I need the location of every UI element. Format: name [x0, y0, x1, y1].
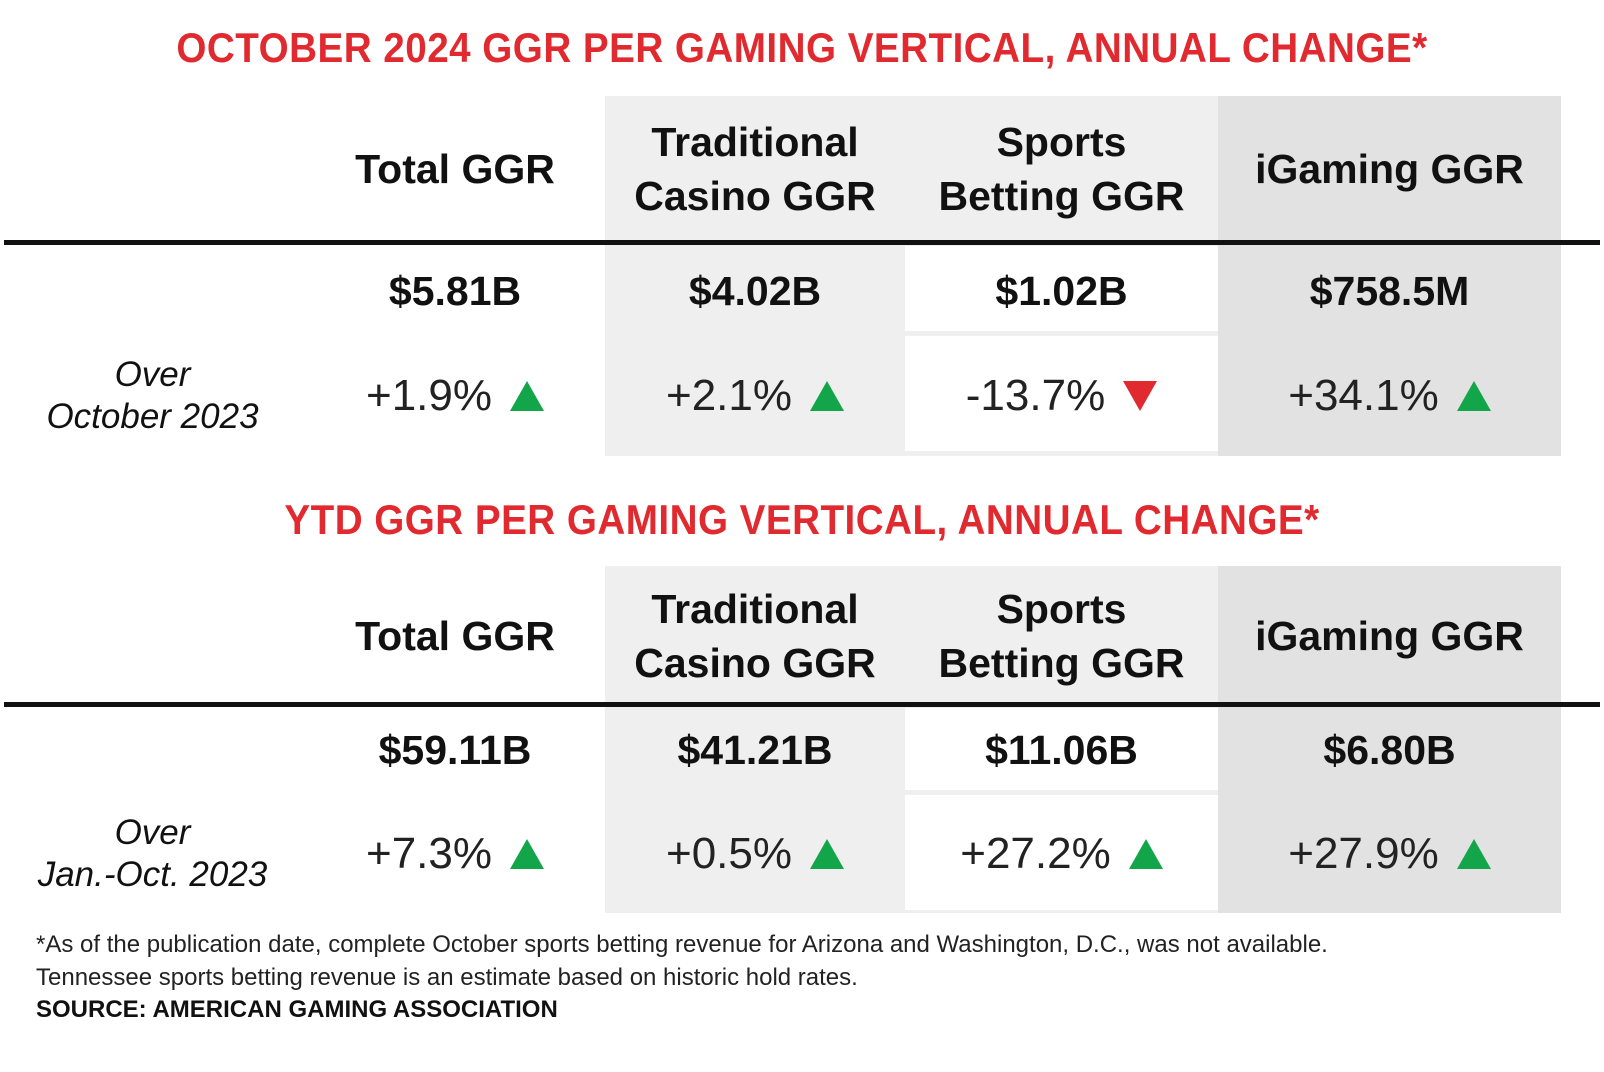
source-credit: SOURCE: AMERICAN GAMING ASSOCIATION	[36, 996, 558, 1023]
ytd-header-total: Total GGR	[305, 566, 605, 706]
monthly-header-casino-line1: Traditional	[651, 119, 859, 165]
monthly-header-sports-line2: Betting GGR	[938, 173, 1185, 219]
ytd-value-casino: $41.21B	[677, 726, 833, 773]
ytd-value-total: $59.11B	[378, 726, 532, 773]
footnote-line2: Tennessee sports betting revenue is an e…	[36, 964, 858, 991]
monthly-value-casino: $4.02B	[688, 267, 822, 314]
ytd-casino-column-bg	[605, 566, 905, 913]
monthly-change-casino-text: +2.1%	[666, 371, 792, 420]
monthly-change-sports-text: -13.7%	[965, 371, 1106, 420]
ytd-igaming-column-bg	[1218, 566, 1561, 913]
monthly-row-label: Over October 2023	[0, 354, 305, 438]
ytd-row-label-line2: Jan.-Oct. 2023	[37, 855, 268, 894]
up-arrow-icon	[1456, 839, 1491, 869]
ytd-header-rule	[4, 702, 1600, 707]
monthly-header-casino-line2: Casino GGR	[634, 173, 876, 219]
ytd-title: YTD GGR PER GAMING VERTICAL, ANNUAL CHAN…	[284, 496, 1320, 543]
up-arrow-icon	[809, 839, 844, 869]
ytd-sports-value-bg	[905, 708, 1218, 910]
ytd-change-igaming-text: +27.9%	[1288, 829, 1439, 878]
ytd-header-igaming: iGaming GGR	[1218, 566, 1561, 706]
monthly-row-label-line2: October 2023	[46, 397, 259, 436]
ytd-change-igaming: +27.9%	[1218, 798, 1561, 910]
footnote-line1: *As of the publication date, complete Oc…	[36, 931, 1328, 958]
ytd-sports-separator	[905, 790, 1218, 795]
monthly-change-igaming: +34.1%	[1218, 340, 1561, 452]
ytd-header-casino-line2: Casino GGR	[634, 640, 876, 686]
ytd-change-casino-text: +0.5%	[666, 829, 792, 878]
monthly-sports-value-bg	[905, 246, 1218, 451]
monthly-header-igaming-text: iGaming GGR	[1255, 146, 1524, 192]
monthly-casino-column-bg	[605, 96, 905, 456]
monthly-header-sports-line1: Sports	[996, 119, 1127, 165]
ytd-header-casino: Traditional Casino GGR	[605, 566, 905, 706]
monthly-igaming-column-bg	[1218, 96, 1561, 456]
ytd-header-igaming-text: iGaming GGR	[1255, 613, 1524, 659]
ytd-change-casino: +0.5%	[605, 798, 905, 910]
monthly-value-sports: $1.02B	[995, 267, 1128, 314]
monthly-row-label-line1: Over	[114, 355, 191, 394]
ytd-value-sports: $11.06B	[985, 726, 1138, 773]
ytd-change-total: +7.3%	[305, 798, 605, 910]
monthly-header-total-text: Total GGR	[355, 146, 555, 192]
monthly-sports-separator	[905, 331, 1218, 336]
down-arrow-icon	[1123, 381, 1158, 411]
monthly-change-total: +1.9%	[305, 340, 605, 452]
monthly-value-igaming: $758.5M	[1309, 267, 1470, 314]
up-arrow-icon	[1128, 839, 1163, 869]
ytd-change-total-text: +7.3%	[366, 829, 492, 878]
ytd-change-sports-text: +27.2%	[960, 829, 1111, 878]
monthly-value-total: $5.81B	[388, 267, 522, 314]
monthly-change-total-text: +1.9%	[366, 371, 492, 420]
up-arrow-icon	[509, 839, 544, 869]
up-arrow-icon	[1456, 381, 1491, 411]
up-arrow-icon	[509, 381, 544, 411]
ytd-row-label-line1: Over	[114, 813, 191, 852]
footnote: *As of the publication date, complete Oc…	[36, 928, 1328, 994]
ytd-header-sports-line2: Betting GGR	[938, 640, 1185, 686]
ytd-value-igaming: $6.80B	[1323, 726, 1456, 773]
ytd-header-sports: Sports Betting GGR	[905, 566, 1218, 706]
monthly-title: OCTOBER 2024 GGR PER GAMING VERTICAL, AN…	[176, 24, 1428, 71]
monthly-header-rule	[4, 240, 1600, 245]
monthly-header-igaming: iGaming GGR	[1218, 96, 1561, 242]
ytd-header-sports-line1: Sports	[996, 586, 1127, 632]
monthly-change-igaming-text: +34.1%	[1288, 371, 1439, 420]
ytd-header-casino-line1: Traditional	[651, 586, 859, 632]
monthly-header-sports: Sports Betting GGR	[905, 96, 1218, 242]
monthly-change-casino: +2.1%	[605, 340, 905, 452]
monthly-header-total: Total GGR	[305, 96, 605, 242]
ytd-header-total-text: Total GGR	[355, 613, 555, 659]
ytd-row-label: Over Jan.-Oct. 2023	[0, 812, 305, 896]
monthly-header-casino: Traditional Casino GGR	[605, 96, 905, 242]
monthly-change-sports: -13.7%	[905, 340, 1218, 452]
up-arrow-icon	[809, 381, 844, 411]
ytd-change-sports: +27.2%	[905, 798, 1218, 910]
